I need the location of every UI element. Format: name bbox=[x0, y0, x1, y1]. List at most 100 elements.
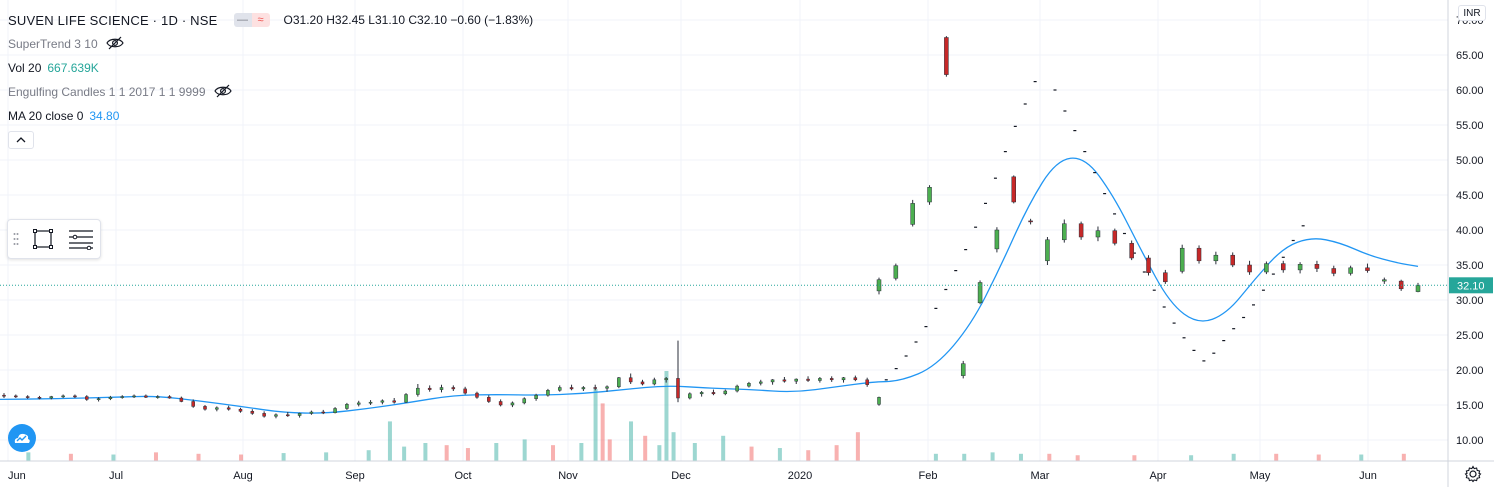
rectangle-tool-button[interactable] bbox=[24, 220, 62, 258]
candle-body bbox=[416, 387, 420, 395]
currency-label[interactable]: INR bbox=[1458, 5, 1486, 21]
wave-icon[interactable]: ≈ bbox=[251, 13, 270, 27]
volume-bar bbox=[68, 453, 73, 461]
candle bbox=[1213, 251, 1219, 265]
gear-icon[interactable] bbox=[1464, 465, 1482, 483]
cloud-logo-icon[interactable] bbox=[8, 424, 36, 452]
volume-label[interactable]: Vol 20 bbox=[8, 61, 42, 75]
chart-type-toggle[interactable]: — ≈ bbox=[233, 13, 270, 27]
candle bbox=[167, 395, 172, 399]
volume-bar bbox=[1359, 454, 1364, 461]
candle bbox=[910, 199, 915, 227]
candle bbox=[49, 395, 54, 400]
candle-body bbox=[37, 397, 42, 399]
eye-crossed-icon[interactable] bbox=[213, 84, 232, 101]
chevron-up-icon bbox=[16, 137, 26, 143]
candle bbox=[977, 280, 983, 305]
candle bbox=[73, 394, 77, 398]
symbol-title[interactable]: SUVEN LIFE SCIENCE · 1D · NSE bbox=[8, 12, 218, 28]
candle-body bbox=[735, 385, 739, 392]
candle-body bbox=[1095, 230, 1101, 238]
engulfing-legend[interactable]: Engulfing Candles 1 1 2017 1 1 9999 bbox=[8, 80, 533, 104]
candle bbox=[179, 396, 184, 403]
candle-body bbox=[368, 401, 373, 404]
candle-body bbox=[250, 411, 255, 414]
engulfing-label[interactable]: Engulfing Candles 1 1 2017 1 1 9999 bbox=[8, 85, 206, 99]
candle bbox=[640, 379, 645, 386]
y-tick-label: 20.00 bbox=[1456, 365, 1484, 377]
eye-crossed-icon[interactable] bbox=[105, 36, 124, 53]
candle bbox=[96, 397, 101, 402]
ohlc-readout: O31.20 H32.45 L31.10 C32.10 −0.60 (−1.83… bbox=[284, 13, 534, 27]
volume-bar bbox=[749, 446, 754, 461]
volume-legend[interactable]: Vol 20 667.639K bbox=[8, 56, 533, 80]
supertrend-series bbox=[884, 80, 1305, 381]
candle bbox=[274, 413, 278, 419]
candle-body bbox=[723, 390, 728, 395]
volume-bar bbox=[402, 446, 407, 461]
candle bbox=[404, 393, 408, 403]
x-tick-label: Aug bbox=[233, 470, 253, 482]
candle-body bbox=[1196, 247, 1202, 262]
grip-dots-icon[interactable] bbox=[8, 220, 24, 258]
candle bbox=[356, 400, 361, 407]
x-tick-label: Dec bbox=[671, 470, 691, 482]
candle bbox=[1382, 277, 1387, 284]
ma-label[interactable]: MA 20 close 0 bbox=[8, 109, 84, 123]
candle bbox=[226, 405, 231, 411]
candle-body bbox=[628, 377, 633, 383]
drawing-toolbox[interactable] bbox=[7, 219, 101, 259]
candle bbox=[770, 379, 775, 385]
volume-bar bbox=[465, 448, 470, 461]
candle bbox=[711, 389, 716, 396]
volume-bar bbox=[593, 389, 598, 461]
volume-bar bbox=[551, 445, 556, 461]
y-tick-label: 55.00 bbox=[1456, 120, 1484, 132]
bars-icon[interactable]: — bbox=[233, 13, 252, 27]
candle-body bbox=[569, 387, 574, 390]
y-tick-label: 10.00 bbox=[1456, 435, 1484, 447]
candle bbox=[155, 395, 160, 399]
volume-bar bbox=[643, 435, 648, 461]
candle bbox=[451, 385, 456, 391]
volume-bar bbox=[806, 450, 811, 461]
volume-bar bbox=[1274, 453, 1279, 461]
candle bbox=[1078, 221, 1084, 240]
candle-body bbox=[960, 363, 966, 376]
volume-bar bbox=[671, 432, 676, 461]
candle bbox=[238, 407, 243, 413]
x-tick-label: Jun bbox=[1359, 470, 1377, 482]
volume-bar bbox=[423, 443, 428, 461]
volume-bar bbox=[629, 421, 634, 461]
candle-body bbox=[309, 411, 314, 414]
open-label: O bbox=[283, 13, 293, 27]
candle-body bbox=[534, 394, 538, 399]
candle-body bbox=[759, 381, 763, 384]
x-tick-label: Jun bbox=[8, 470, 26, 482]
candle bbox=[108, 395, 113, 401]
candle bbox=[853, 375, 858, 382]
candle-body bbox=[747, 383, 751, 387]
candle-body bbox=[73, 395, 77, 398]
volume-bar bbox=[196, 453, 201, 461]
volume-bar bbox=[600, 403, 605, 461]
candle-body bbox=[1078, 223, 1084, 238]
y-tick-label: 35.00 bbox=[1456, 260, 1484, 272]
candle-body bbox=[1281, 263, 1286, 271]
symbol-row: SUVEN LIFE SCIENCE · 1D · NSE — ≈ O31.20… bbox=[8, 8, 533, 32]
lines-tool-icon bbox=[69, 230, 93, 250]
supertrend-legend[interactable]: SuperTrend 3 10 bbox=[8, 32, 533, 56]
candle-body bbox=[1415, 285, 1421, 292]
y-tick-label: 45.00 bbox=[1456, 190, 1484, 202]
candle bbox=[487, 395, 491, 403]
lines-tool-button[interactable] bbox=[62, 220, 100, 258]
collapse-legend-button[interactable] bbox=[8, 131, 34, 149]
candle-body bbox=[345, 404, 349, 409]
supertrend-label[interactable]: SuperTrend 3 10 bbox=[8, 37, 98, 51]
candle bbox=[392, 398, 396, 404]
candle-body bbox=[522, 398, 527, 404]
candle-body bbox=[404, 394, 408, 403]
ma-legend[interactable]: MA 20 close 0 34.80 bbox=[8, 104, 533, 128]
